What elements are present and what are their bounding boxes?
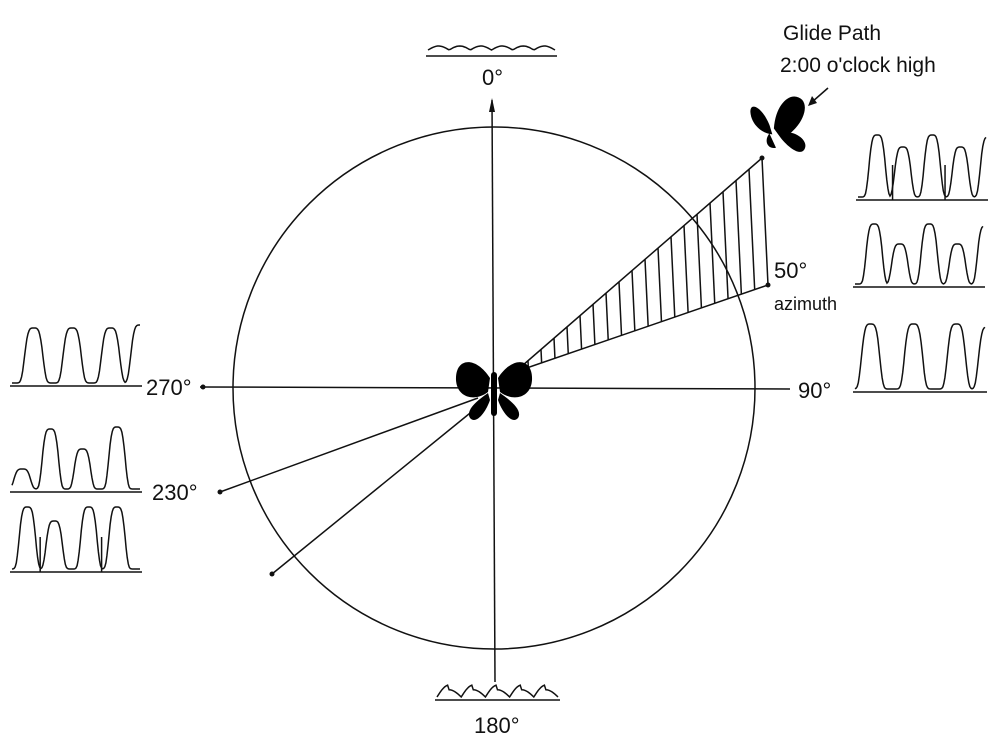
- label-230: 230°: [152, 480, 198, 505]
- hatch: [632, 271, 635, 331]
- label-50: 50°: [774, 258, 807, 283]
- butterfly-flying: [742, 86, 817, 156]
- label-90: 90°: [798, 378, 831, 403]
- dot: [201, 385, 206, 390]
- hatch: [710, 203, 715, 303]
- waveform: [858, 135, 986, 197]
- hatch: [749, 169, 755, 289]
- label-0: 0°: [482, 65, 503, 90]
- arrowhead: [808, 96, 817, 106]
- label-180: 180°: [474, 713, 520, 738]
- hatch: [593, 304, 595, 344]
- hatch: [736, 181, 741, 295]
- waveform: [855, 324, 985, 389]
- hatch: [723, 192, 728, 299]
- hatch: [645, 259, 648, 326]
- waveform: [12, 427, 140, 489]
- hatch: [671, 237, 675, 317]
- waveform: [12, 507, 140, 569]
- glide-path-title: Glide Path: [783, 22, 881, 45]
- waveform: [855, 224, 983, 284]
- hatch: [580, 316, 582, 349]
- ripple: [437, 685, 558, 697]
- hatch: [658, 248, 661, 322]
- hatch: [619, 282, 622, 335]
- hatch: [606, 293, 608, 340]
- diagram: 0° 180° 270° 90° 230° 50° azimuth Glide …: [0, 0, 1008, 742]
- line-230b: [272, 405, 480, 574]
- ripple: [428, 46, 555, 50]
- dot: [766, 283, 771, 288]
- hatch: [554, 338, 555, 358]
- line-230: [220, 398, 478, 492]
- glide-path-subtitle: 2:00 o'clock high: [780, 54, 936, 77]
- label-270: 270°: [146, 375, 192, 400]
- dot: [270, 572, 275, 577]
- hatch: [541, 349, 542, 362]
- hatch: [567, 327, 568, 354]
- dot: [218, 490, 223, 495]
- hatched-wedge: [515, 158, 768, 372]
- label-azimuth: azimuth: [774, 294, 837, 314]
- dot: [760, 156, 765, 161]
- waveform: [12, 325, 140, 383]
- hatch: [684, 226, 688, 313]
- arrowhead: [489, 98, 495, 112]
